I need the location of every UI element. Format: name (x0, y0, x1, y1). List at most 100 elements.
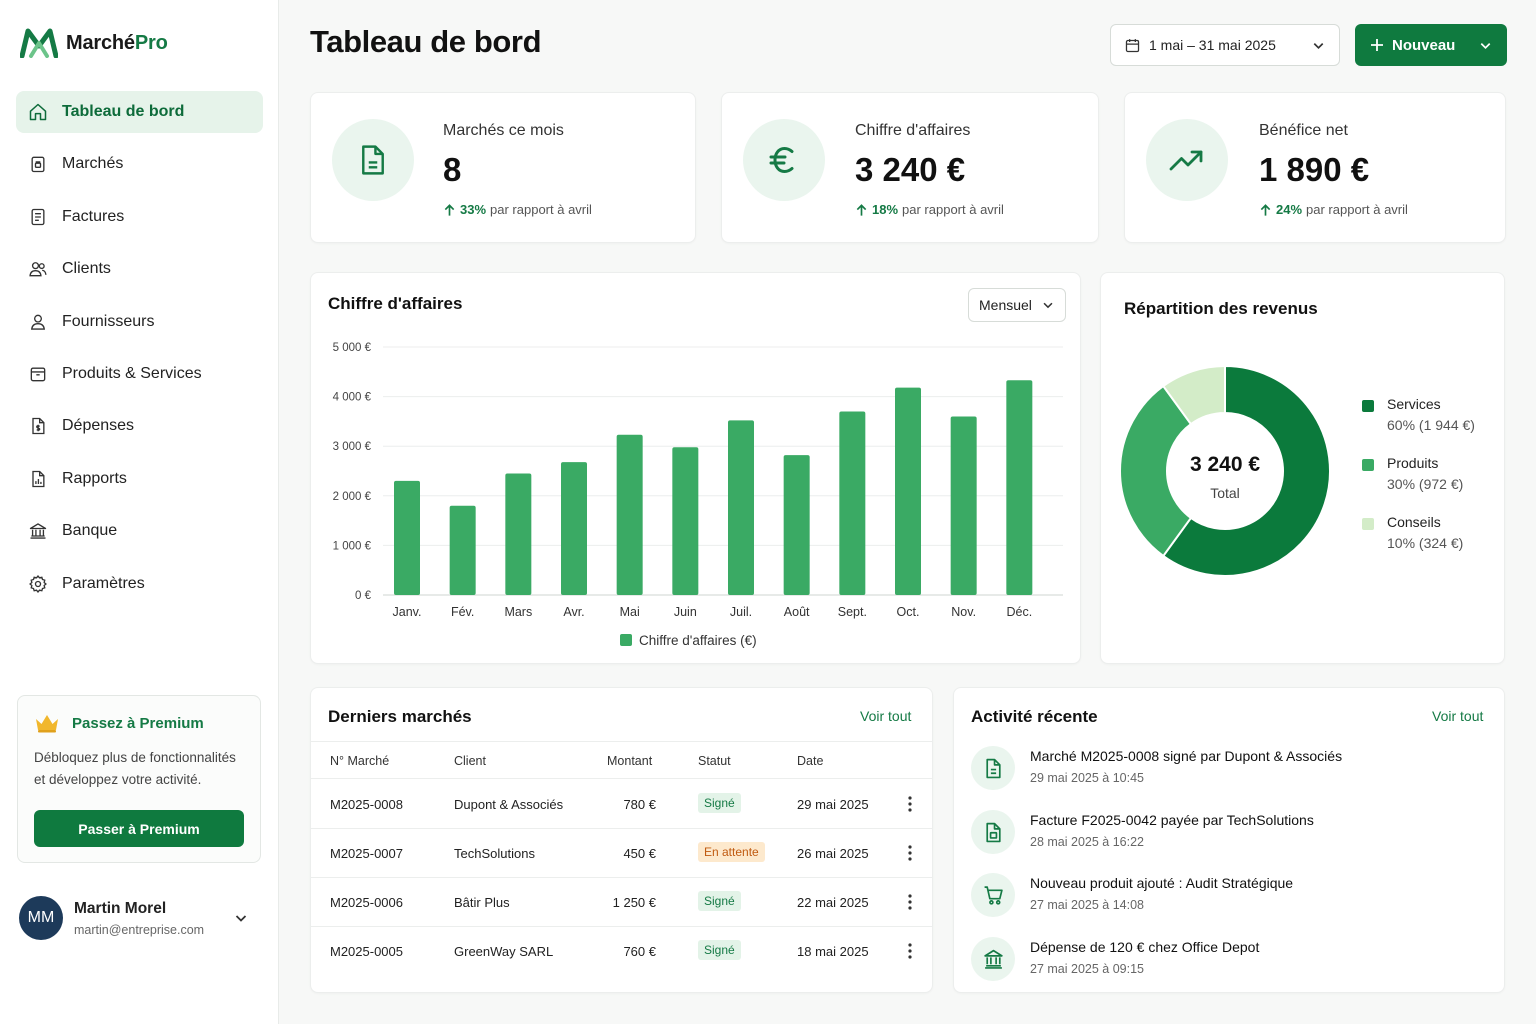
sidebar-item-label: Tableau de bord (62, 103, 185, 120)
bar[interactable] (672, 447, 699, 595)
chevron-down-icon[interactable] (1478, 38, 1493, 53)
donut-slice-produits[interactable] (1119, 384, 1193, 558)
activity-item[interactable]: Facture F2025-0042 payée par TechSolutio… (971, 809, 1471, 860)
deal-date: 18 mai 2025 (797, 944, 869, 959)
chevron-down-icon[interactable] (233, 910, 249, 926)
euro-icon (769, 146, 794, 174)
chevron-down-icon (1043, 302, 1053, 309)
y-tick-label: 2 000 € (333, 491, 372, 503)
bank-icon (983, 949, 1003, 969)
arrow-up-icon (856, 203, 867, 216)
deal-amount: 450 € (623, 846, 656, 861)
user-info: Martin Morel martin@entreprise.com (74, 900, 204, 937)
premium-header: Passez à Premium (34, 713, 244, 733)
column-header[interactable]: Date (797, 754, 824, 768)
column-header[interactable]: N° Marché (330, 754, 390, 768)
stat-delta-value: 33% (460, 202, 487, 217)
more-options-icon[interactable] (903, 795, 917, 813)
bar[interactable] (783, 455, 810, 595)
logo-icon (20, 28, 58, 58)
more-options-icon[interactable] (903, 893, 917, 911)
sidebar-item-produits-services[interactable]: Produits & Services (16, 353, 263, 395)
sidebar-item-label: Banque (62, 522, 118, 540)
column-header[interactable]: Client (454, 754, 486, 768)
status-badge: Signé (698, 793, 741, 813)
activity-view-all-link[interactable]: Voir tout (1432, 708, 1484, 724)
more-options-icon[interactable] (903, 942, 917, 960)
stat-label: Bénéfice net (1259, 122, 1348, 139)
deal-id: M2025-0008 (330, 797, 403, 812)
bar[interactable] (449, 505, 476, 595)
crown-icon (36, 715, 58, 733)
document-icon (985, 758, 1001, 779)
x-tick-label: Mars (504, 605, 532, 619)
sidebar-item-tableau-de-bord[interactable]: Tableau de bord (16, 91, 263, 133)
table-row[interactable]: M2025-0008 Dupont & Associés 780 € Signé 29 … (311, 780, 933, 829)
bar[interactable] (394, 480, 420, 595)
activity-item[interactable]: Marché M2025-0008 signé par Dupont & Ass… (971, 746, 1471, 796)
table-row[interactable]: M2025-0006 Bâtir Plus 1 250 € Signé 22 mai 2… (311, 878, 933, 927)
deal-amount: 1 250 € (612, 895, 656, 910)
sidebar-item-marches[interactable]: Marchés (16, 143, 263, 185)
sidebar-item-fournisseurs[interactable]: Fournisseurs (16, 301, 263, 343)
sidebar-item-factures[interactable]: Factures (16, 196, 263, 238)
avatar: MM (19, 896, 63, 940)
recent-activity-card: Activité récente Voir tout Marché M2025-… (953, 687, 1505, 993)
stat-delta-text: par rapport à avril (902, 202, 1004, 217)
bar[interactable] (561, 462, 587, 595)
new-button[interactable]: Nouveau (1355, 24, 1507, 66)
stat-icon-circle (743, 119, 825, 201)
legend-swatch (1362, 459, 1374, 471)
deal-amount: 780 € (623, 797, 656, 812)
legend-swatch (1362, 518, 1374, 530)
period-select[interactable]: Mensuel (968, 288, 1066, 322)
bar[interactable] (895, 387, 921, 595)
activity-time: 27 mai 2025 à 14:08 (1030, 898, 1144, 912)
bar[interactable] (1006, 380, 1033, 595)
deals-view-all-link[interactable]: Voir tout (860, 708, 912, 724)
sidebar-item-parametres[interactable]: Paramètres (16, 563, 263, 605)
column-header[interactable]: Montant (607, 754, 653, 768)
legend-swatch (1362, 400, 1374, 412)
bar[interactable] (505, 473, 532, 595)
revenue-chart-title: Chiffre d'affaires (328, 294, 463, 313)
donut-slice-conseils[interactable] (1161, 364, 1226, 426)
bar[interactable] (728, 420, 754, 595)
donut-slice-services[interactable] (1161, 364, 1331, 577)
stat-delta-value: 18% (872, 202, 899, 217)
stat-delta-text: par rapport à avril (1306, 202, 1408, 217)
app-logo[interactable]: MarchéPro (20, 28, 168, 58)
sidebar-item-clients[interactable]: Clients (16, 248, 263, 290)
more-options-icon[interactable] (903, 844, 917, 862)
sidebar-item-banque[interactable]: Banque (16, 510, 263, 552)
table-row[interactable]: M2025-0005 GreenWay SARL 760 € Signé 18 mai … (311, 927, 933, 976)
gear-icon (29, 574, 47, 593)
activity-icon-circle (971, 809, 1015, 854)
table-row[interactable]: M2025-0007 TechSolutions 450 € En attente 26… (311, 829, 933, 878)
home-icon (29, 103, 47, 121)
revenue-bar-chart: 0 € 1 000 € 2 000 € 3 000 € 4 000 € 5 000 € Ja… (333, 342, 1063, 648)
bar[interactable] (950, 416, 977, 595)
date-range-picker[interactable]: 1 mai – 31 mai 2025 (1110, 24, 1340, 66)
invoice-icon (31, 208, 45, 225)
sidebar-item-depenses[interactable]: Dépenses (16, 405, 263, 447)
x-tick-label: Nov. (951, 605, 976, 619)
legend-name: Services (1387, 396, 1441, 412)
x-tick-label: Août (784, 605, 810, 619)
stat-delta: 18% par rapport à avril (855, 202, 1004, 217)
user-email: martin@entreprise.com (74, 922, 205, 937)
user-menu[interactable]: MM Martin Morel martin@entreprise.com (19, 895, 259, 941)
activity-item[interactable]: Dépense de 120 € chez Office Depot 27 mai… (971, 936, 1471, 987)
bar[interactable] (839, 411, 866, 595)
stat-label: Chiffre d'affaires (855, 122, 971, 139)
activity-item[interactable]: Nouveau produit ajouté : Audit Stratégiq… (971, 873, 1471, 923)
donut-center-value: 3 240 € (1189, 453, 1261, 476)
stat-card-benefice-net: Bénéfice net 1 890 € 24% par rapport à a… (1124, 92, 1506, 243)
bar[interactable] (616, 434, 643, 595)
sidebar-item-rapports[interactable]: Rapports (16, 458, 263, 500)
stat-value: 3 240 € (855, 151, 966, 188)
stat-delta-text: par rapport à avril (490, 202, 592, 217)
column-header[interactable]: Statut (698, 754, 731, 768)
upgrade-premium-button[interactable]: Passer à Premium (34, 810, 244, 847)
briefcase-doc-icon (31, 157, 45, 173)
